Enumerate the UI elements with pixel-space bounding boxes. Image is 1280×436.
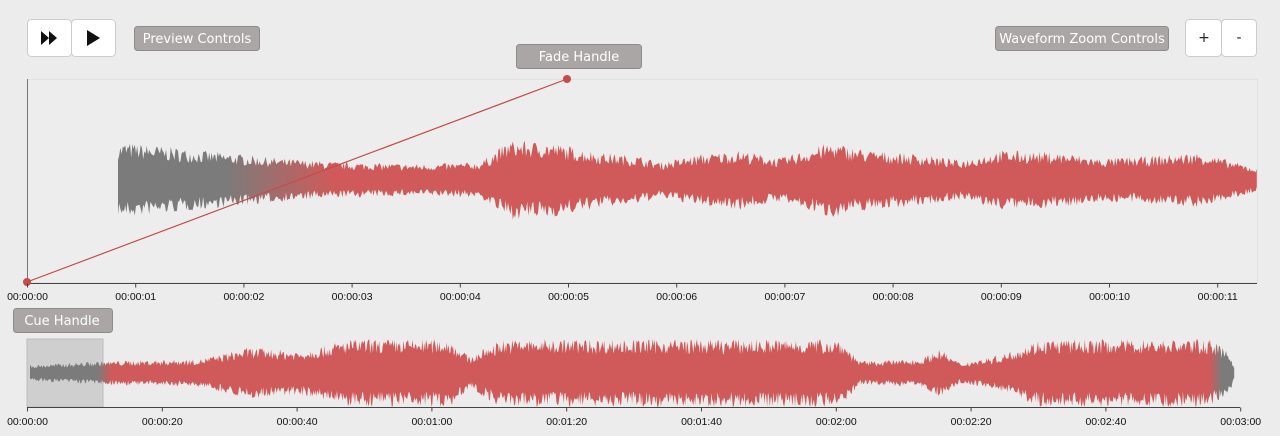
rewind-button[interactable] xyxy=(27,19,72,57)
tick-label: 00:00:06 xyxy=(656,291,697,303)
label-text: Cue Handle xyxy=(24,314,99,329)
fade-end-handle[interactable] xyxy=(563,75,571,83)
tick-label: 00:00:40 xyxy=(277,416,318,428)
fade-line xyxy=(26,78,568,283)
waveform-shape xyxy=(30,339,1235,407)
overview-ticks: 00:00:00 00:00:20 00:00:40 00:01:00 00:01:20… xyxy=(7,407,1261,428)
tick-label: 00:02:40 xyxy=(1085,416,1126,428)
button-text: + xyxy=(1198,30,1210,46)
tick-label: 00:03:00 xyxy=(1220,416,1261,428)
zoom-controls-label: Waveform Zoom Controls xyxy=(995,26,1169,51)
tick-label: 00:00:07 xyxy=(764,291,805,303)
tick-label: 00:02:00 xyxy=(816,416,857,428)
overview-waveform xyxy=(30,339,1235,407)
zoom-out-button[interactable]: - xyxy=(1221,19,1257,57)
tick-label: 00:00:05 xyxy=(548,291,589,303)
label-text: Fade Handle xyxy=(539,50,619,65)
tick-label: 00:00:11 xyxy=(1198,291,1238,303)
zoom-in-button[interactable]: + xyxy=(1185,19,1222,57)
label-text: Waveform Zoom Controls xyxy=(999,32,1165,47)
tick-label: 00:00:04 xyxy=(440,291,481,303)
tick-label: 00:00:02 xyxy=(223,291,264,303)
waveform-shape xyxy=(118,140,1257,220)
tick-label: 00:00:01 xyxy=(115,291,156,303)
tick-label: 00:00:10 xyxy=(1089,291,1130,303)
tick-label: 00:02:20 xyxy=(951,416,992,428)
fade-start-handle[interactable] xyxy=(23,278,31,286)
tick-label: 00:01:00 xyxy=(411,416,452,428)
play-button[interactable] xyxy=(71,19,116,57)
cue-handle-label: Cue Handle xyxy=(13,308,113,333)
tick-label: 00:00:09 xyxy=(981,291,1022,303)
preview-controls-label: Preview Controls xyxy=(134,26,260,51)
button-text: - xyxy=(1236,30,1241,46)
fade-handle-label: Fade Handle xyxy=(516,44,642,69)
tick-label: 00:00:20 xyxy=(142,416,183,428)
main-ticks: 00:00:00 00:00:01 00:00:02 00:00:03 00:00:04… xyxy=(7,283,1238,303)
main-waveform xyxy=(118,140,1257,220)
tick-label: 00:00:03 xyxy=(332,291,373,303)
tick-label: 00:00:00 xyxy=(7,291,48,303)
tick-label: 00:01:20 xyxy=(546,416,587,428)
tick-label: 00:00:08 xyxy=(873,291,914,303)
tick-label: 00:00:00 xyxy=(7,416,48,428)
label-text: Preview Controls xyxy=(143,32,252,47)
tick-label: 00:01:40 xyxy=(681,416,722,428)
